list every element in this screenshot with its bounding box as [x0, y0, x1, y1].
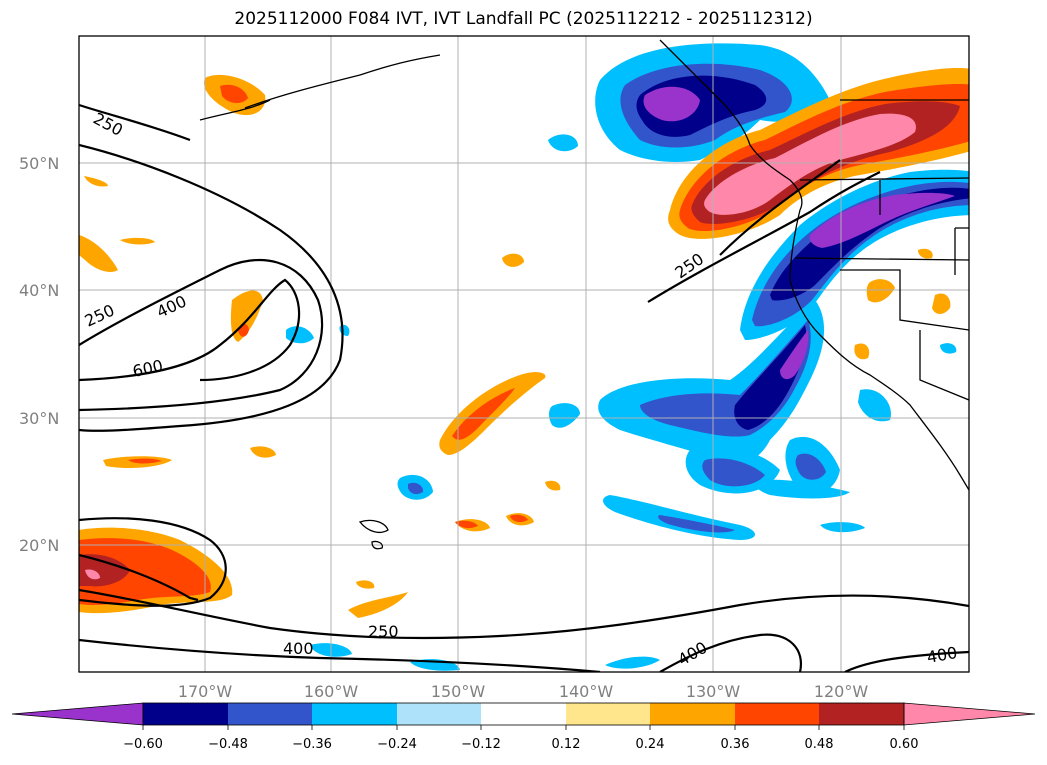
- lat-label-30n: 30°N: [19, 409, 59, 428]
- lon-label-130w: 130°W: [686, 682, 741, 701]
- colorbar-segment: [481, 703, 566, 725]
- colorbar-tick-label: 0.60: [890, 737, 919, 752]
- colorbar-segment: [735, 703, 819, 725]
- contour-label: 400: [283, 639, 314, 658]
- colorbar-segment: [228, 703, 312, 725]
- colorbar-segment: [819, 703, 904, 725]
- colorbar-tick-label: 0.12: [552, 737, 581, 752]
- colorbar-tick-label: 0.36: [721, 737, 750, 752]
- colorbar-extend-min: [11, 702, 144, 726]
- lat-label-20n: 20°N: [19, 536, 59, 555]
- colorbar-segment: [397, 703, 481, 725]
- colorbar-tick-label: −0.60: [123, 737, 163, 752]
- ivt-contours: [79, 103, 969, 672]
- lon-label-150w: 150°W: [431, 682, 486, 701]
- colorbar-tick-label: 0.24: [636, 737, 665, 752]
- colorbar-tick-label: −0.36: [292, 737, 332, 752]
- lat-label-50n: 50°N: [19, 154, 59, 173]
- colorbar-frame: [142, 702, 905, 726]
- colorbar-segment: [566, 703, 650, 725]
- colorbar-tick-label: −0.48: [208, 737, 248, 752]
- colorbar-tick-label: 0.48: [805, 737, 834, 752]
- colorbar-extend-max: [903, 702, 1036, 726]
- contour-label: 250: [368, 622, 399, 641]
- colorbar-tick-label: −0.24: [377, 737, 417, 752]
- colorbar-segment: [312, 703, 397, 725]
- lon-label-140w: 140°W: [559, 682, 614, 701]
- lon-label-120w: 120°W: [814, 682, 869, 701]
- colorbar-tick-label: −0.12: [461, 737, 501, 752]
- lon-label-160w: 160°W: [304, 682, 359, 701]
- lon-axis-labels: 170°W 160°W 150°W 140°W 130°W 120°W: [178, 682, 869, 701]
- gridlines: [79, 36, 969, 672]
- map-panel[interactable]: 250 250 400 600 250 250 400 400 400: [79, 36, 975, 672]
- coastlines: [199, 39, 969, 550]
- colorbar-segment: [650, 703, 735, 725]
- map-title: 2025112000 F084 IVT, IVT Landfall PC (20…: [234, 9, 813, 29]
- colorbar: −0.60 −0.48 −0.36 −0.24 −0.12 0.12 0.24 …: [11, 702, 1036, 752]
- lat-axis-labels: 50°N 40°N 30°N 20°N: [19, 154, 59, 555]
- colorbar-segment: [143, 703, 228, 725]
- map-frame: [78, 35, 970, 673]
- colorbar-ticks: [142, 725, 905, 730]
- lon-label-170w: 170°W: [178, 682, 233, 701]
- lat-label-40n: 40°N: [19, 281, 59, 300]
